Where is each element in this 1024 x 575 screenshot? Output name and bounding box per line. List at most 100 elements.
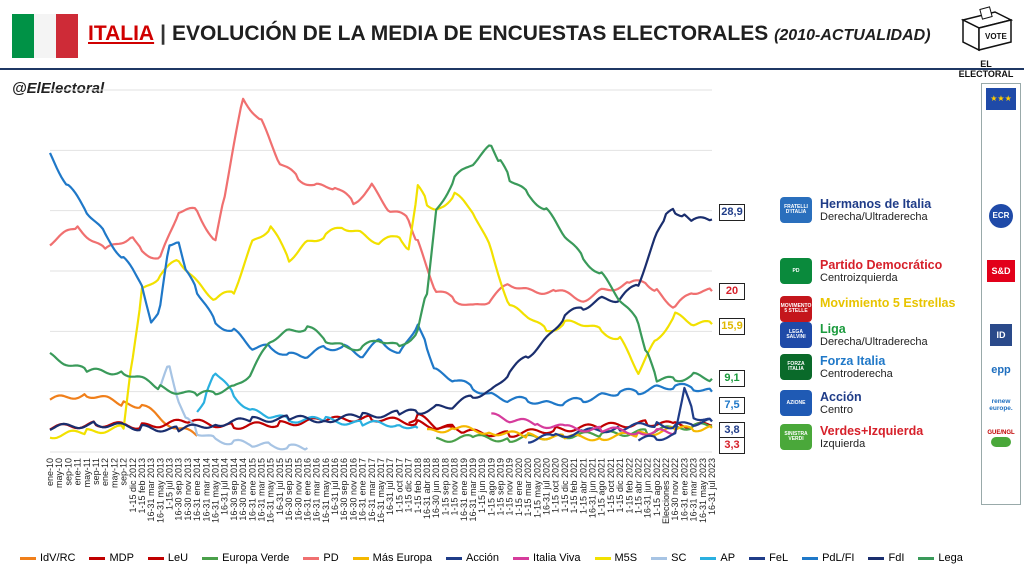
- legend-item: Europa Verde: [202, 552, 289, 564]
- party-ideology: Centroderecha: [820, 368, 893, 380]
- x-tick-label: 16-31 jul 2016: [330, 458, 340, 515]
- x-tick-label: ene-12: [100, 458, 110, 486]
- x-tick-label: 1-15 mar 2020: [523, 458, 533, 517]
- chart-gridlines: [50, 89, 712, 453]
- party-name: Movimiento 5 Estrellas: [820, 296, 956, 310]
- x-tick-label: 1-15 abr 2021: [578, 458, 588, 514]
- chart-legend: IdV/RC MDP LeU Europa Verde PD Más Europa Acci…: [20, 552, 963, 564]
- x-tick-label: 16-30 sep 2016: [339, 458, 349, 521]
- legend-label: AP: [720, 552, 736, 564]
- x-tick-label: 16-31 abr 2018: [422, 458, 432, 519]
- legend-swatch-icon: [147, 556, 164, 560]
- series-line-fdi: [49, 207, 713, 433]
- page-title: ITALIA | EVOLUCIÓN DE LA MEDIA DE ENCUESTA…: [88, 22, 931, 46]
- legend-label: M5S: [614, 552, 638, 564]
- x-tick-label: 16-31 mar 2017: [367, 458, 377, 522]
- x-tick-label: 16-31 ene 2019: [459, 458, 469, 521]
- party-logo-icon: SINISTRA VERDI: [780, 424, 812, 450]
- legend-swatch-icon: [352, 556, 369, 560]
- x-tick-label: 16-31 ene 2017: [358, 458, 368, 521]
- legend-label: Lega: [938, 552, 963, 564]
- party-logo-icon: MOVIMENTO 5 STELLE: [780, 296, 812, 322]
- chart-series: [48, 97, 713, 451]
- x-tick-label: 16-31 may 2023: [698, 458, 708, 523]
- x-tick-label: 1-15 nov 2018: [450, 458, 460, 516]
- legend-label: SC: [671, 552, 687, 564]
- legend-label: MDP: [109, 552, 134, 564]
- legend-swatch-icon: [594, 556, 611, 560]
- x-tick-label: 1-15 may 2020: [532, 458, 542, 518]
- x-tick-label: may-11: [82, 458, 92, 487]
- title-separator: |: [160, 22, 166, 45]
- id-logo-icon: ID: [990, 324, 1012, 346]
- legend-item: Acción: [445, 552, 499, 564]
- ballot-box-icon: VOTE: [960, 6, 1014, 52]
- party-logo-icon: FRATELLI D'ITALIA: [780, 197, 812, 223]
- x-tick-label: sep-12: [119, 458, 129, 486]
- legend-label: Italia Viva: [533, 552, 581, 564]
- series-line-leu: [49, 414, 713, 438]
- x-tick-label: 16-31 may 2017: [376, 458, 386, 523]
- x-tick-label: 16-31 jul 2015: [275, 458, 285, 515]
- x-tick-label: 1-15 feb 2021: [569, 458, 579, 514]
- x-tick-label: 16-31 jul 2023: [707, 458, 717, 515]
- legend-swatch-icon: [445, 556, 462, 560]
- party-name: Verdes+Izquierda: [820, 424, 924, 438]
- legend-label: Europa Verde: [222, 552, 290, 564]
- x-tick-label: 1-15 sep 2019: [496, 458, 506, 516]
- legend-item: M5S: [594, 552, 638, 564]
- party-logo-icon: AZIONE: [780, 390, 812, 416]
- x-axis-ticks: ene-10 may-10 sep-10 ene-11 may-11 sep-11 ene-…: [45, 458, 717, 524]
- legend-label: FeL: [769, 552, 789, 564]
- party-logo-icon: LEGA SALVINI: [780, 322, 812, 348]
- x-tick-label: 16-31 may 2014: [211, 458, 221, 523]
- x-tick-label: ene-10: [45, 458, 55, 486]
- x-tick-label: 1-15 dic 2020: [560, 458, 570, 513]
- x-tick-label: 16-30 nov 2016: [348, 458, 358, 521]
- x-tick-label: 16-30 sep 2014: [229, 458, 239, 521]
- legend-item: PdL/FI: [802, 552, 854, 564]
- x-tick-label: 1-15 dic 2012: [128, 458, 138, 513]
- eu-groups-sidebar: ★★★ ECR S&D ID epp renew europe. GUE/NGL: [981, 83, 1021, 505]
- legend-label: Más Europa: [372, 552, 432, 564]
- legend-item: SC: [651, 552, 686, 564]
- party-label: FRATELLI D'ITALIA Hermanos de Italia Derec…: [780, 197, 931, 223]
- end-value-pdl-fi: 7,5: [719, 397, 745, 414]
- x-tick-label: 16-30 sep 2013: [174, 458, 184, 521]
- el-electoral-logo: VOTE EL ELECTORAL: [955, 6, 1017, 79]
- x-tick-label: 16-30 sep 2015: [284, 458, 294, 521]
- party-logo-icon: FORZA ITALIA: [780, 354, 812, 380]
- x-tick-label: 16-31 jul 2014: [220, 458, 230, 515]
- x-tick-label: 1-15 ago 2019: [486, 458, 496, 516]
- x-tick-label: 16-30 nov 2022: [670, 458, 680, 521]
- x-tick-label: sep-11: [91, 458, 101, 485]
- series-line-italia-viva: [491, 412, 677, 436]
- x-tick-label: 16-31 mar 2013: [146, 458, 156, 522]
- legend-label: IdV/RC: [40, 552, 76, 564]
- x-tick-label: 16-31 jun 2022: [643, 458, 653, 518]
- legend-item: LeU: [147, 552, 188, 564]
- legend-item: Lega: [918, 552, 963, 564]
- end-value-fdi: 28,9: [719, 204, 745, 221]
- x-tick-label: 1-15 ago 2022: [652, 458, 662, 516]
- legend-swatch-icon: [303, 556, 320, 560]
- x-tick-label: 1-15 oct 2021: [606, 458, 616, 513]
- x-tick-label: 16-31 may 2016: [321, 458, 331, 523]
- party-name: Liga: [820, 322, 846, 336]
- x-tick-label: 16-30 jun 2018: [431, 458, 441, 518]
- renew-logo-icon: renew europe.: [989, 398, 1013, 412]
- x-tick-label: 1-15 ene 2020: [514, 458, 524, 516]
- x-tick-label: may-10: [54, 458, 64, 488]
- legend-swatch-icon: [20, 556, 36, 560]
- x-tick-label: Elecciones 2022: [661, 458, 671, 524]
- x-tick-label: 16-31 mar 2016: [312, 458, 322, 522]
- logo-name: EL ELECTORAL: [958, 59, 1014, 79]
- party-name: Partido Democrático: [820, 258, 943, 272]
- x-tick-label: 1-15 jun 2019: [477, 458, 487, 513]
- end-value-m5s: 15,9: [719, 318, 745, 335]
- x-tick-label: 16-31 mar 2014: [201, 458, 211, 522]
- x-tick-label: 16-31 mar 2015: [256, 458, 266, 522]
- party-label: FORZA ITALIA Forza Italia Centroderecha: [780, 354, 893, 380]
- x-tick-label: 16-31 mar 2019: [468, 458, 478, 522]
- title-main: EVOLUCIÓN DE LA MEDIA DE ENCUESTAS ELECT…: [172, 22, 769, 45]
